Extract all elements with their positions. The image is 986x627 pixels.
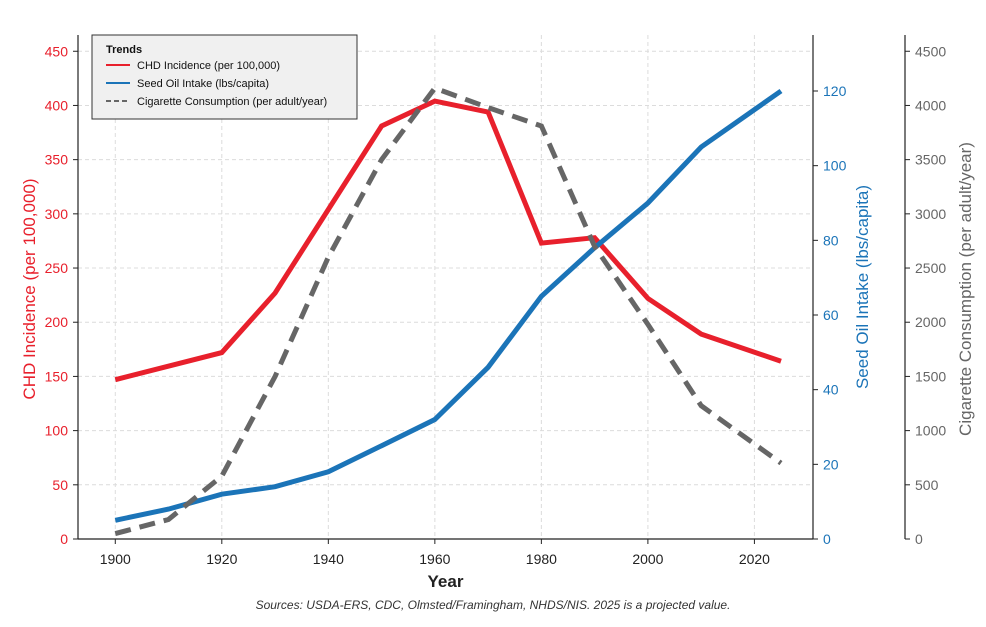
legend: Trends CHD Incidence (per 100,000) Seed Oi… — [91, 34, 358, 120]
right2-tick-label: 500 — [915, 477, 939, 493]
right-tick-label: 100 — [823, 158, 847, 174]
left-tick-label: 400 — [45, 97, 69, 113]
left-tick-label: 300 — [45, 206, 69, 222]
legend-title: Trends — [106, 44, 142, 56]
legend-label-2: Cigarette Consumption (per adult/year) — [137, 96, 327, 108]
right-tick-label: 80 — [823, 232, 839, 248]
x-tick-label: 1980 — [526, 551, 557, 567]
footnote: Sources: USDA-ERS, CDC, Olmsted/Framingh… — [255, 598, 731, 612]
right2-tick-label: 1000 — [915, 423, 946, 439]
grid — [78, 35, 813, 540]
x-tick-label: 2000 — [632, 551, 663, 567]
right2-tick-label: 3000 — [915, 206, 946, 222]
left-tick-label: 0 — [60, 531, 68, 547]
left-tick-label: 350 — [45, 152, 69, 168]
left-tick-label: 50 — [52, 477, 68, 493]
right2-tick-label: 2500 — [915, 260, 946, 276]
x-axis-title: Year — [428, 572, 464, 591]
axes: 1900 1920 1940 1960 1980 2000 2020Year05010015… — [20, 35, 975, 591]
x-tick-label: 1900 — [100, 551, 131, 567]
left-tick-label: 200 — [45, 314, 69, 330]
right2-axis-title: Cigarette Consumption (per adult/year) — [956, 142, 975, 436]
series-layer — [114, 85, 783, 537]
series-line-1 — [114, 88, 783, 523]
right2-tick-label: 0 — [915, 531, 923, 547]
right-axis-title: Seed Oil Intake (lbs/capita) — [853, 185, 872, 389]
x-tick-label: 1940 — [313, 551, 344, 567]
left-tick-label: 250 — [45, 260, 69, 276]
right-tick-label: 60 — [823, 307, 839, 323]
series-line-0 — [114, 98, 782, 383]
left-tick-label: 150 — [45, 368, 69, 384]
right-tick-label: 0 — [823, 531, 831, 547]
series-line-2 — [114, 85, 783, 537]
right-tick-label: 40 — [823, 382, 839, 398]
x-tick-label: 2020 — [739, 551, 770, 567]
right2-tick-label: 4500 — [915, 43, 946, 59]
left-axis-title: CHD Incidence (per 100,000) — [20, 178, 39, 399]
left-tick-label: 450 — [45, 43, 69, 59]
legend-label-1: Seed Oil Intake (lbs/capita) — [137, 78, 269, 90]
right2-tick-label: 2000 — [915, 314, 946, 330]
right2-tick-label: 4000 — [915, 97, 946, 113]
x-tick-label: 1920 — [206, 551, 237, 567]
right-tick-label: 20 — [823, 456, 839, 472]
left-tick-label: 100 — [45, 423, 69, 439]
right2-tick-label: 3500 — [915, 152, 946, 168]
legend-label-0: CHD Incidence (per 100,000) — [137, 60, 280, 72]
right2-tick-label: 1500 — [915, 368, 946, 384]
x-tick-label: 1960 — [419, 551, 450, 567]
right-tick-label: 120 — [823, 83, 847, 99]
legend-box — [91, 34, 358, 120]
